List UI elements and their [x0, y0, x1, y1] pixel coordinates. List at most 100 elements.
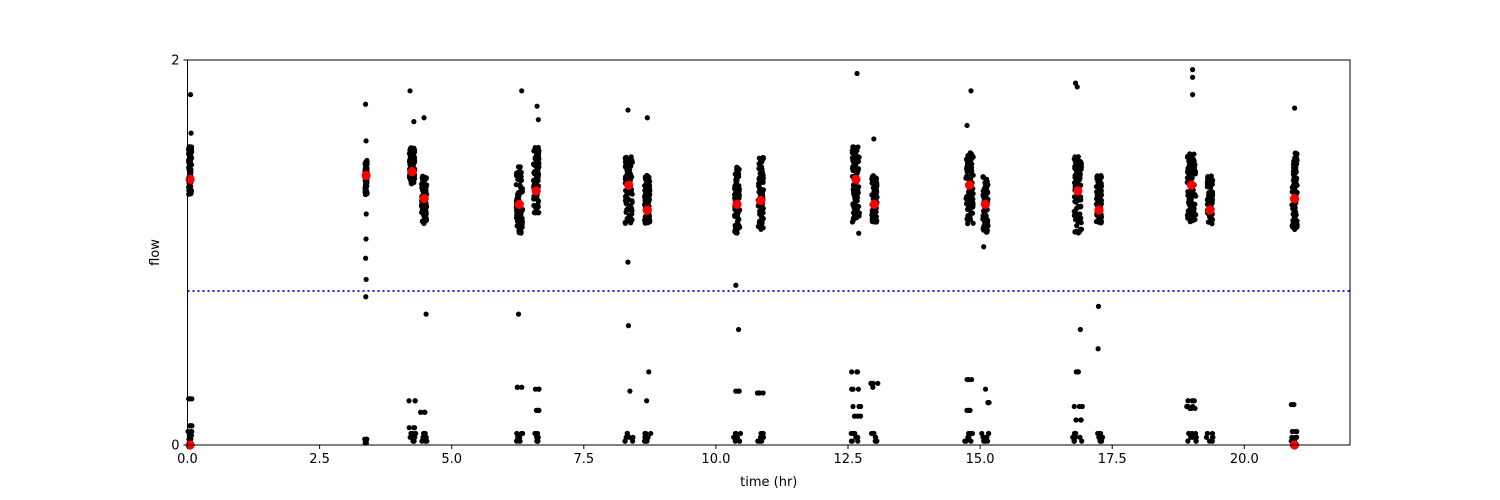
raw-point: [733, 177, 739, 183]
raw-point-outlier: [627, 388, 633, 394]
raw-point: [1190, 156, 1197, 162]
raw-point-outlier: [733, 282, 739, 288]
raw-point: [187, 162, 193, 169]
raw-point: [1294, 161, 1300, 167]
x-tick-label: 20.0: [1230, 452, 1259, 467]
raw-point-low: [630, 434, 636, 440]
raw-point: [623, 209, 629, 215]
raw-point: [970, 220, 976, 226]
raw-point-low: [1192, 430, 1199, 437]
raw-point-low: [536, 386, 542, 392]
raw-point: [735, 216, 742, 222]
raw-point-low: [406, 398, 412, 404]
raw-point: [535, 178, 541, 184]
raw-point-outlier: [515, 311, 522, 317]
raw-point: [965, 201, 971, 207]
raw-point: [871, 214, 878, 221]
raw-point: [423, 208, 429, 214]
raw-point: [1073, 168, 1080, 175]
raw-point: [873, 219, 880, 225]
mean-point: [1073, 186, 1083, 196]
raw-point: [535, 210, 541, 216]
raw-point: [759, 159, 765, 165]
y-axis-label: flow: [148, 239, 163, 266]
raw-point: [1291, 208, 1297, 215]
raw-point: [850, 188, 857, 194]
raw-point: [852, 183, 858, 189]
raw-point-low: [760, 430, 766, 437]
raw-point-low: [1209, 434, 1216, 440]
raw-point-low: [736, 438, 743, 444]
x-tick-label: 12.5: [834, 452, 863, 467]
raw-point: [1074, 196, 1080, 202]
raw-point-low: [519, 384, 525, 390]
raw-point: [624, 167, 630, 173]
raw-point-low: [1185, 438, 1191, 444]
raw-point-low: [850, 386, 856, 392]
raw-point: [516, 176, 522, 182]
raw-point-outlier: [188, 130, 194, 136]
raw-point: [516, 219, 522, 225]
mean-point: [514, 199, 524, 209]
raw-point-outlier: [968, 88, 974, 94]
raw-point-low: [968, 376, 975, 383]
raw-point: [873, 176, 880, 182]
raw-point-low: [854, 434, 860, 440]
mean-point: [869, 199, 880, 209]
mean-point: [1289, 194, 1300, 204]
raw-point: [1096, 198, 1102, 204]
raw-point-outlier: [362, 101, 369, 107]
raw-point: [187, 167, 193, 173]
raw-point: [1191, 151, 1197, 157]
raw-point-low: [1191, 398, 1197, 404]
raw-point: [186, 186, 192, 193]
raw-point: [964, 166, 970, 172]
raw-point-low: [517, 438, 523, 444]
mean-point: [531, 186, 541, 196]
raw-point: [756, 180, 762, 187]
raw-point-low: [645, 434, 651, 440]
raw-point: [518, 228, 524, 234]
raw-point-outlier: [1190, 92, 1196, 98]
raw-point: [531, 210, 537, 216]
x-tick-label: 7.5: [573, 452, 594, 467]
raw-point: [1207, 183, 1214, 189]
raw-point: [870, 173, 876, 179]
raw-point-outlier: [363, 236, 369, 242]
raw-point: [1077, 226, 1084, 232]
raw-point: [757, 186, 764, 192]
x-tick-label: 10.0: [701, 452, 730, 467]
raw-point-outlier: [644, 398, 650, 404]
raw-point-low: [536, 407, 542, 413]
raw-point-low: [875, 380, 881, 386]
raw-point: [854, 148, 860, 154]
raw-point: [1098, 174, 1104, 180]
raw-point-outlier: [363, 211, 369, 217]
raw-point: [188, 144, 195, 150]
x-tick-label: 0.0: [177, 452, 198, 467]
raw-point: [629, 191, 635, 197]
raw-point: [760, 179, 766, 185]
raw-point-low: [408, 430, 414, 437]
mean-point: [1186, 180, 1197, 190]
raw-point: [645, 195, 651, 201]
raw-point-low: [1193, 438, 1199, 444]
raw-point-low: [1209, 430, 1216, 437]
raw-point-low: [411, 425, 418, 431]
raw-point: [853, 197, 860, 203]
raw-point: [622, 219, 628, 225]
raw-point: [624, 195, 631, 201]
raw-point: [984, 218, 991, 224]
raw-point: [982, 223, 988, 229]
raw-point-outlier: [421, 115, 427, 121]
raw-point-low: [1078, 417, 1084, 423]
raw-point: [1294, 155, 1300, 161]
x-tick-label: 17.5: [1098, 452, 1127, 467]
raw-point: [983, 185, 989, 192]
mean-point: [185, 174, 195, 184]
raw-point: [643, 191, 649, 197]
raw-point: [533, 167, 539, 174]
raw-point-low: [849, 369, 855, 375]
raw-point: [1093, 218, 1100, 225]
raw-point-low: [986, 430, 992, 437]
